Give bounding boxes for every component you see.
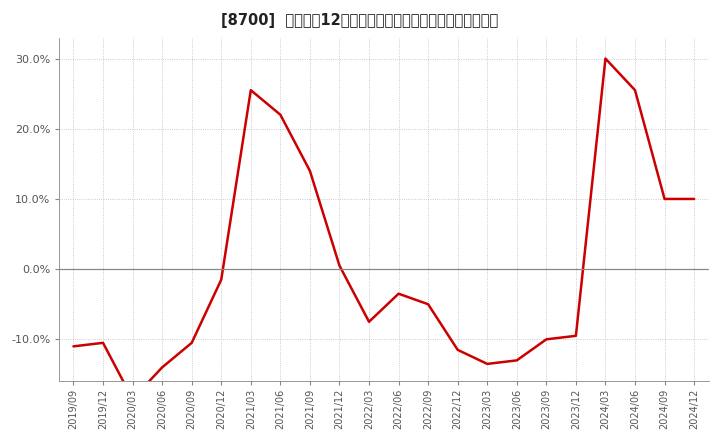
Text: [8700]  売上高の12か月移動合計の対前年同期増減率の推移: [8700] 売上高の12か月移動合計の対前年同期増減率の推移 (221, 13, 499, 28)
